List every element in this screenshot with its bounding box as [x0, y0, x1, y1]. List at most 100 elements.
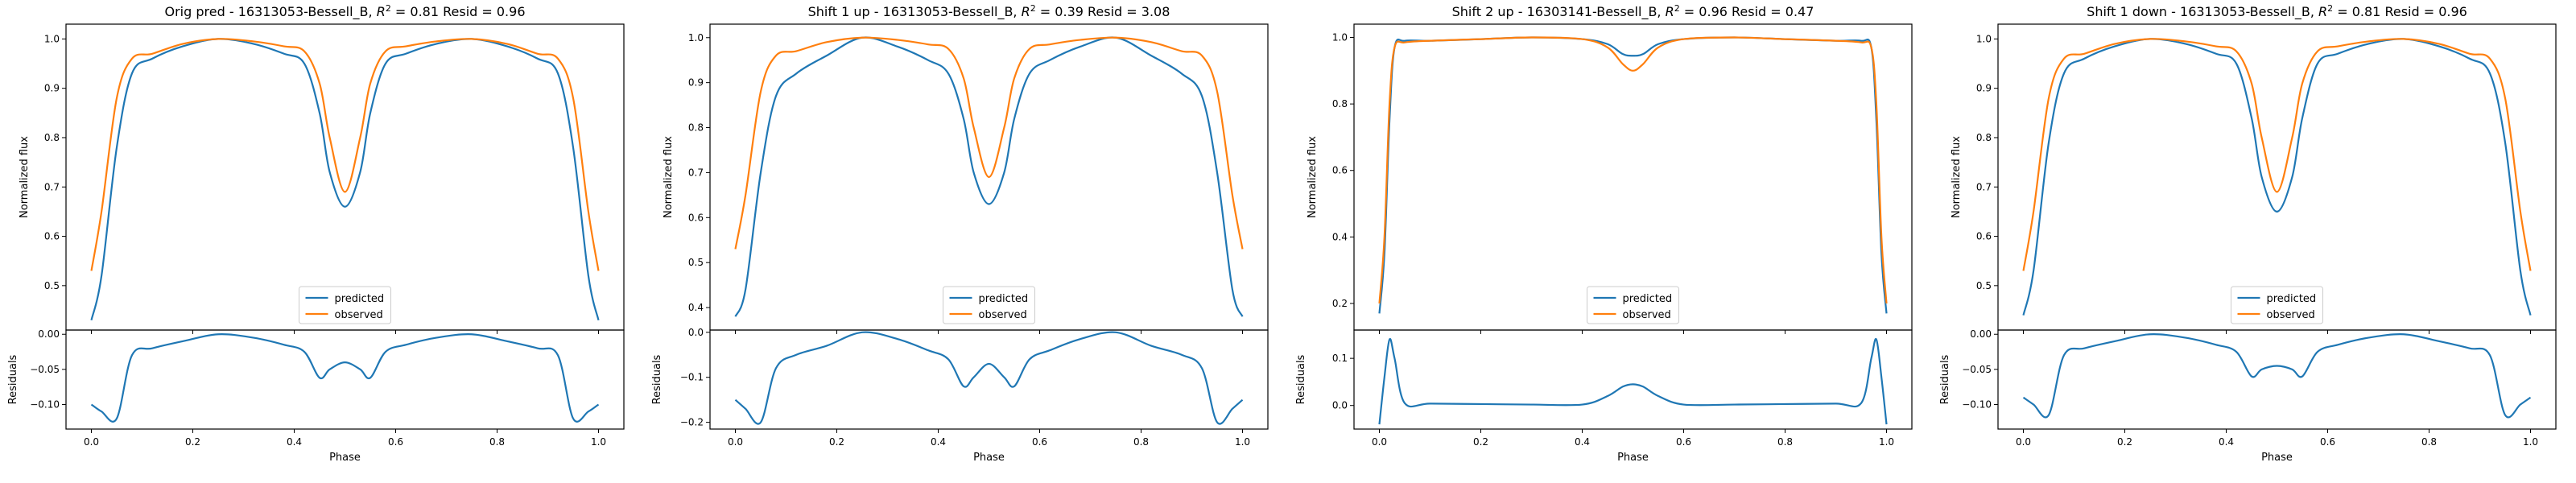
top-axes-frame: [65, 23, 625, 331]
residual-line: [734, 331, 1244, 425]
legend-label-observed: observed: [1623, 309, 1671, 321]
x-axis-label: Phase: [973, 452, 1005, 464]
top-ytick-label: 0.9: [1976, 83, 1992, 94]
y-axis-label-flux: Normalized flux: [663, 136, 675, 218]
bottom-ytick-label: 0.0: [1332, 400, 1348, 411]
title-r2-value: = 0.96: [1680, 4, 1728, 19]
legend: predicted observed: [2231, 286, 2323, 324]
bottom-ytick-label: 0.1: [1332, 353, 1348, 364]
top-axes-frame: [1997, 23, 2557, 331]
residual-line: [2022, 333, 2532, 419]
top-ytick-label: 1.0: [1976, 33, 1992, 44]
xtick-label: 1.0: [591, 436, 606, 448]
y-axis-label-flux: Normalized flux: [1951, 136, 1963, 218]
x-axis-label: Phase: [1617, 452, 1649, 464]
title-resid: Resid = 0.47: [1728, 4, 1814, 19]
legend-label-observed: observed: [2267, 309, 2315, 321]
y-axis-label-flux: Normalized flux: [1307, 136, 1319, 218]
flux-lines: [734, 36, 1244, 317]
x-axis-label: Phase: [2261, 452, 2293, 464]
legend: predicted observed: [943, 286, 1035, 324]
top-ytick-label: 0.9: [44, 83, 60, 94]
series-line-predicted: [2022, 38, 2532, 316]
top-ytick-label: 0.8: [1976, 132, 1992, 143]
bottom-ytick-label: −0.05: [30, 364, 60, 375]
bottom-ytick-label: −0.1: [680, 372, 704, 383]
bottom-ytick-label: 0.00: [38, 328, 60, 340]
title-r2-exponent: 2: [386, 3, 391, 14]
chart-panel-3: Shift 2 up - 16303141-Bessell_B, R2 = 0.…: [1295, 3, 1913, 464]
xtick-label: 0.0: [1372, 436, 1387, 448]
xtick-label: 0.6: [388, 436, 403, 448]
xtick-label: 0.4: [931, 436, 946, 448]
top-ytick-label: 1.0: [688, 32, 704, 43]
flux-lines: [90, 38, 600, 320]
chart-title: Orig pred - 16313053-Bessell_B, R2 = 0.8…: [165, 3, 526, 20]
title-r2-symbol: R: [1666, 4, 1674, 19]
xtick-label: 0.6: [1676, 436, 1691, 448]
bottom-axes-frame: [1353, 329, 1913, 430]
title-r2-value: = 0.81: [391, 4, 439, 19]
top-ytick-label: 0.7: [688, 167, 704, 178]
top-ytick-label: 1.0: [1332, 32, 1348, 43]
legend-label-predicted: predicted: [335, 293, 385, 305]
xtick-label: 0.8: [489, 436, 505, 448]
series-line-predicted: [1378, 36, 1888, 314]
top-ytick-label: 0.5: [44, 280, 60, 291]
xtick-label: 0.2: [185, 436, 200, 448]
legend-label-predicted: predicted: [1623, 293, 1673, 305]
chart-title: Shift 2 up - 16303141-Bessell_B, R2 = 0.…: [1452, 3, 1814, 20]
series-line-predicted: [734, 36, 1244, 317]
top-ytick-label: 0.8: [1332, 98, 1348, 109]
top-ytick-label: 0.5: [1976, 280, 1992, 291]
legend-label-observed: observed: [335, 309, 383, 321]
xtick-label: 0.0: [84, 436, 99, 448]
title-text: Shift 2 up - 16303141-Bessell_B,: [1452, 4, 1666, 20]
flux-lines: [2022, 38, 2532, 316]
bottom-axes-frame: [1997, 329, 2557, 430]
title-text: Orig pred - 16313053-Bessell_B,: [165, 4, 377, 20]
xtick-label: 0.4: [2219, 436, 2234, 448]
title-text: Shift 1 up - 16313053-Bessell_B,: [808, 4, 1022, 20]
x-axis-label: Phase: [329, 452, 361, 464]
y-axis-label-residuals: Residuals: [1295, 354, 1307, 404]
title-resid: Resid = 0.96: [2380, 4, 2467, 19]
title-r2-exponent: 2: [1030, 3, 1036, 14]
xtick-label: 0.6: [2320, 436, 2335, 448]
chart-panel-2: Shift 1 up - 16313053-Bessell_B, R2 = 0.…: [651, 3, 1269, 464]
bottom-ytick-label: −0.10: [1962, 398, 1992, 410]
top-ytick-label: 0.2: [1332, 298, 1348, 309]
bottom-axes-frame: [65, 329, 625, 430]
top-ytick-label: 0.7: [1976, 181, 1992, 192]
y-axis-label-residuals: Residuals: [1939, 354, 1951, 404]
series-line-predicted: [90, 38, 600, 320]
xtick-label: 0.8: [1133, 436, 1149, 448]
xtick-label: 1.0: [2523, 436, 2538, 448]
bottom-ytick-label: 0.0: [688, 327, 704, 338]
top-ytick-label: 0.6: [1976, 231, 1992, 242]
xtick-label: 1.0: [1879, 436, 1894, 448]
top-ytick-label: 0.6: [44, 231, 60, 242]
bottom-axes-frame: [709, 329, 1269, 430]
xtick-label: 0.2: [2117, 436, 2132, 448]
residual-line: [90, 333, 600, 423]
chart-panel-4: Shift 1 down - 16313053-Bessell_B, R2 = …: [1939, 3, 2557, 464]
xtick-label: 0.4: [1575, 436, 1590, 448]
xtick-label: 0.4: [287, 436, 302, 448]
legend: predicted observed: [299, 286, 391, 324]
flux-lines: [1378, 36, 1888, 314]
top-ytick-label: 0.9: [688, 77, 704, 89]
title-r2-symbol: R: [1022, 4, 1030, 19]
title-r2-value: = 0.81: [2333, 4, 2380, 19]
bottom-ytick-label: −0.10: [30, 398, 60, 410]
top-ytick-label: 0.7: [44, 181, 60, 192]
bottom-ytick-label: −0.05: [1962, 364, 1992, 375]
legend-label-observed: observed: [979, 309, 1027, 321]
top-ytick-label: 0.6: [1332, 165, 1348, 176]
series-line-observed: [2022, 38, 2532, 271]
legend-label-predicted: predicted: [979, 293, 1029, 305]
xtick-label: 0.2: [829, 436, 844, 448]
title-r2-exponent: 2: [2327, 3, 2333, 14]
series-line-observed: [1378, 36, 1888, 304]
